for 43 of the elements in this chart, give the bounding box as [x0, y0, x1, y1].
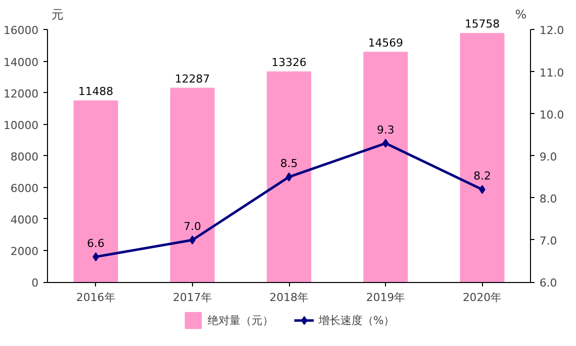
y-tick-label: 12000 — [4, 87, 39, 100]
bar — [74, 100, 118, 283]
y2-tick-label: 6.0 — [540, 276, 557, 290]
y2-tick-label: 9.0 — [540, 150, 557, 164]
y2-tick-label: 8.0 — [540, 192, 557, 206]
point — [286, 172, 292, 182]
data-label: 7.0 — [184, 220, 202, 233]
y-tick-label: 4000 — [10, 213, 39, 226]
x-tick-label: 2018年 — [270, 291, 309, 304]
bar — [460, 33, 504, 283]
y-tick-label: 6000 — [10, 182, 39, 195]
legend-label: 增长速度（%） — [318, 312, 395, 328]
data-label: 8.2 — [473, 170, 491, 183]
bar — [266, 71, 312, 283]
x-tick-label: 2019年 — [366, 291, 406, 304]
y2-tick-label: 11.0 — [540, 66, 564, 80]
data-label: 8.5 — [280, 156, 298, 170]
x-tick-label: 2017年 — [172, 291, 212, 304]
y2-tick-label: 10.0 — [540, 108, 564, 122]
data-label: 13326 — [272, 56, 307, 69]
y-tick-label: 2000 — [10, 245, 39, 258]
y-tick-label: 14000 — [4, 56, 39, 69]
data-label: 11488 — [78, 84, 114, 98]
y-tick-label: 8000 — [10, 150, 39, 164]
point — [189, 235, 196, 244]
legend-label: 绝对量（元） — [207, 312, 274, 328]
data-label: 9.3 — [376, 123, 394, 136]
data-label: 14569 — [368, 36, 404, 50]
y-tick-label: 16000 — [4, 24, 39, 38]
bar — [170, 88, 215, 283]
y-axis-title: 元 — [52, 8, 64, 22]
y2-tick-label: 7.0 — [540, 234, 557, 248]
data-label: 15758 — [464, 18, 500, 31]
data-label: 12287 — [174, 72, 210, 86]
y2-tick-label: 12.0 — [540, 24, 564, 38]
y-tick-label: 0 — [32, 276, 38, 290]
data-label: 6.6 — [87, 236, 105, 250]
point — [382, 138, 389, 148]
y-tick-label: 10000 — [4, 118, 39, 132]
y2-axis-title: % — [515, 8, 527, 22]
x-tick-label: 2020年 — [462, 291, 502, 304]
bar — [363, 52, 408, 283]
x-tick-label: 2016年 — [76, 291, 116, 304]
